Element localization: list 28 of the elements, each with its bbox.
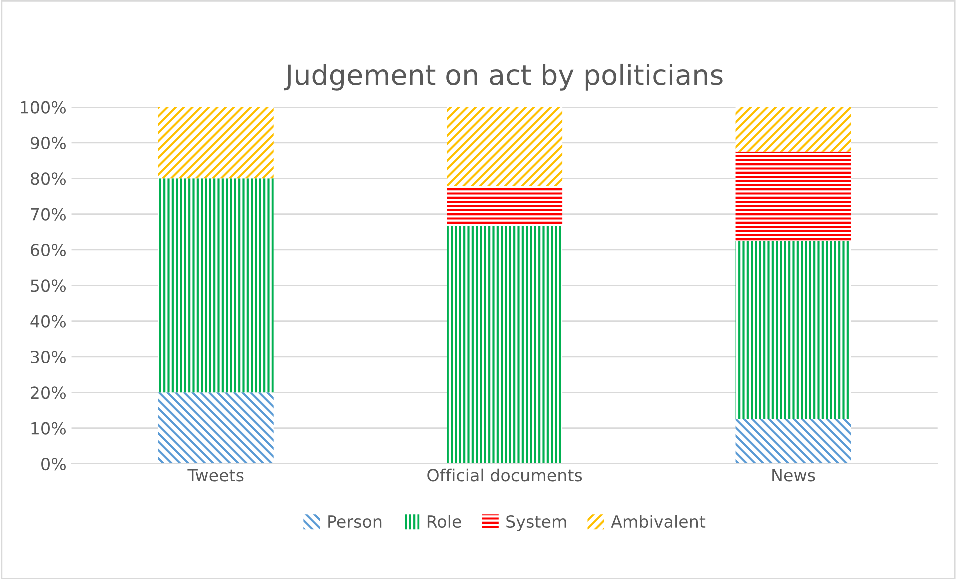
y-tick-label: 100% bbox=[21, 101, 66, 114]
bar bbox=[736, 241, 852, 420]
bar bbox=[736, 107, 852, 152]
x-tick-label: News bbox=[772, 469, 816, 482]
bar bbox=[736, 152, 852, 242]
bar bbox=[158, 392, 274, 464]
y-tick-label: 30% bbox=[31, 350, 66, 364]
y-tick-label: 80% bbox=[31, 172, 66, 186]
bar bbox=[447, 107, 563, 186]
bar bbox=[736, 419, 852, 464]
y-tick-label: 50% bbox=[31, 280, 66, 292]
y-tick-label: 70% bbox=[31, 208, 66, 221]
bar bbox=[447, 226, 563, 464]
chart-title: Judgement on act by politicians bbox=[284, 64, 723, 91]
y-tick-label: 10% bbox=[32, 422, 66, 435]
bar bbox=[158, 178, 274, 393]
y-tick-label: 40% bbox=[30, 315, 66, 328]
y-tick-label: 60% bbox=[31, 244, 66, 257]
x-tick-label: Tweets bbox=[188, 469, 244, 482]
x-tick-label: Official documents bbox=[428, 468, 582, 482]
y-tick-label: 0% bbox=[42, 458, 66, 471]
bar bbox=[158, 107, 274, 179]
legend-label: Role bbox=[428, 515, 462, 528]
y-tick-label: 20% bbox=[31, 386, 66, 400]
legend-label: Person bbox=[328, 516, 382, 528]
legend-label: System bbox=[506, 515, 566, 532]
legend-label: Ambivalent bbox=[611, 515, 706, 528]
y-tick-label: 90% bbox=[30, 136, 66, 150]
